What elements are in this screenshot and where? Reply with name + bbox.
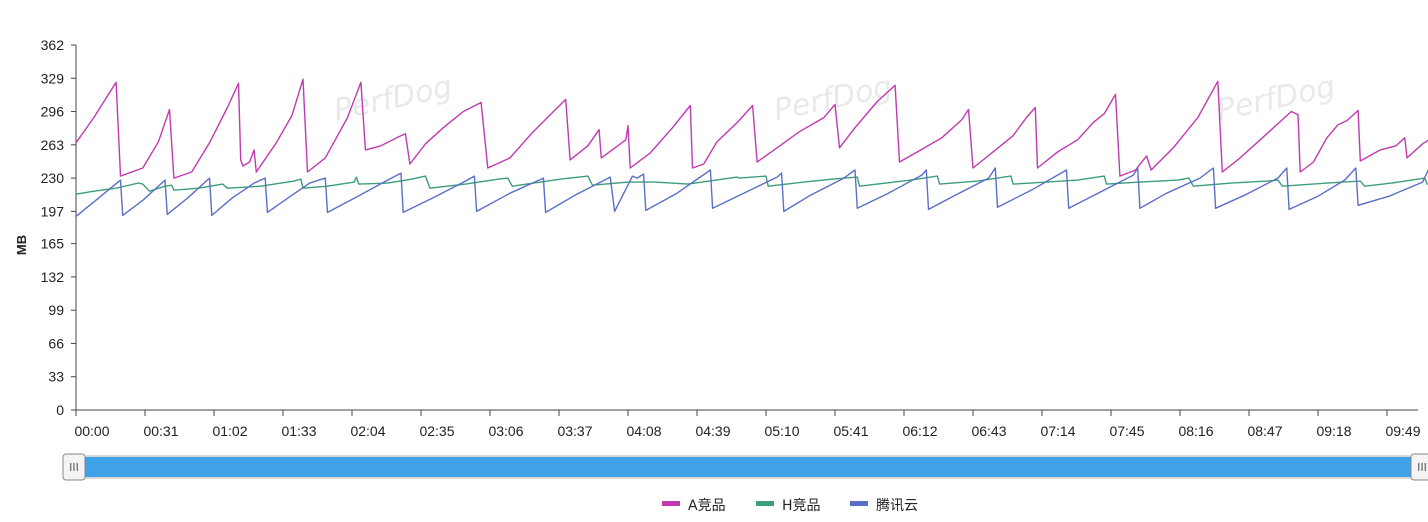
x-tick-label: 04:39: [695, 423, 730, 439]
x-tick-label: 02:04: [350, 423, 385, 439]
series-line-A竞品: [75, 78, 1428, 179]
y-axis: 0 33 66 99 132 165 197 230 263 296 329 362: [41, 37, 77, 418]
y-axis-label: MB: [14, 235, 29, 255]
x-tick-label: 05:41: [833, 423, 868, 439]
slider-handle-left-box: [62, 453, 86, 481]
legend-label: H竞品: [782, 497, 821, 514]
y-tick-label: 132: [41, 269, 65, 285]
x-tick-label: 09:49: [1385, 423, 1420, 439]
x-tick-label: 00:31: [143, 423, 178, 439]
legend-swatch: [662, 501, 680, 506]
x-tick-label: 07:45: [1109, 423, 1144, 439]
y-tick-label: 33: [48, 369, 64, 385]
x-tick-label: 03:06: [488, 423, 523, 439]
y-tick-label: 329: [41, 70, 65, 86]
x-tick-label: 06:43: [971, 423, 1006, 439]
y-tick-label: 296: [41, 104, 65, 120]
x-tick-label: 04:08: [626, 423, 661, 439]
y-tick-label: 99: [48, 302, 64, 318]
y-tick-label: 362: [41, 37, 65, 53]
watermark-layer: PerfDog PerfDog PerfDog: [331, 69, 1339, 128]
plot-area: [75, 78, 1428, 217]
legend-label: A竞品: [688, 497, 726, 514]
x-tick-label: 02:35: [419, 423, 454, 439]
slider-handle-right-grip: III: [1417, 461, 1427, 474]
x-tick-label: 01:33: [281, 423, 316, 439]
y-tick-label: 165: [41, 236, 65, 252]
legend-swatch: [850, 501, 868, 506]
legend-swatch: [756, 501, 774, 506]
x-tick-label: 03:37: [557, 423, 592, 439]
series-line-H竞品: [75, 175, 1428, 195]
zoom-slider[interactable]: III III: [62, 453, 1428, 481]
watermark-text: PerfDog: [1214, 69, 1339, 128]
x-tick-label: 09:18: [1316, 423, 1351, 439]
x-tick-label: 00:00: [74, 423, 109, 439]
y-tick-label: 0: [56, 402, 64, 418]
watermark-text: PerfDog: [331, 69, 456, 128]
x-tick-label: 08:47: [1247, 423, 1282, 439]
slider-handle-right[interactable]: III: [1410, 453, 1428, 481]
slider-handle-left[interactable]: III: [62, 453, 86, 481]
slider-range: [74, 457, 1422, 477]
x-tick-label: 05:10: [764, 423, 799, 439]
slider-handle-right-box: [1410, 453, 1428, 481]
y-tick-label: 230: [41, 170, 65, 186]
legend: A竞品 H竞品 腾讯云: [662, 497, 918, 514]
x-tick-label: 07:14: [1040, 423, 1075, 439]
slider-handle-left-grip: III: [69, 461, 79, 474]
y-tick-label: 263: [41, 137, 65, 153]
x-tick-label: 08:16: [1178, 423, 1213, 439]
x-tick-label: 01:02: [212, 423, 247, 439]
legend-label: 腾讯云: [876, 497, 918, 514]
legend-item[interactable]: H竞品: [756, 497, 821, 514]
legend-item[interactable]: 腾讯云: [850, 497, 918, 514]
y-tick-label: 197: [41, 203, 65, 219]
watermark-text: PerfDog: [771, 69, 896, 128]
legend-item[interactable]: A竞品: [662, 497, 726, 514]
series-line-腾讯云: [75, 167, 1428, 217]
x-tick-label: 06:12: [902, 423, 937, 439]
x-axis: 00:00 00:31 01:02 01:33 02:04 02:35 03:06 03:37…: [74, 409, 1421, 439]
y-tick-label: 66: [48, 335, 64, 351]
